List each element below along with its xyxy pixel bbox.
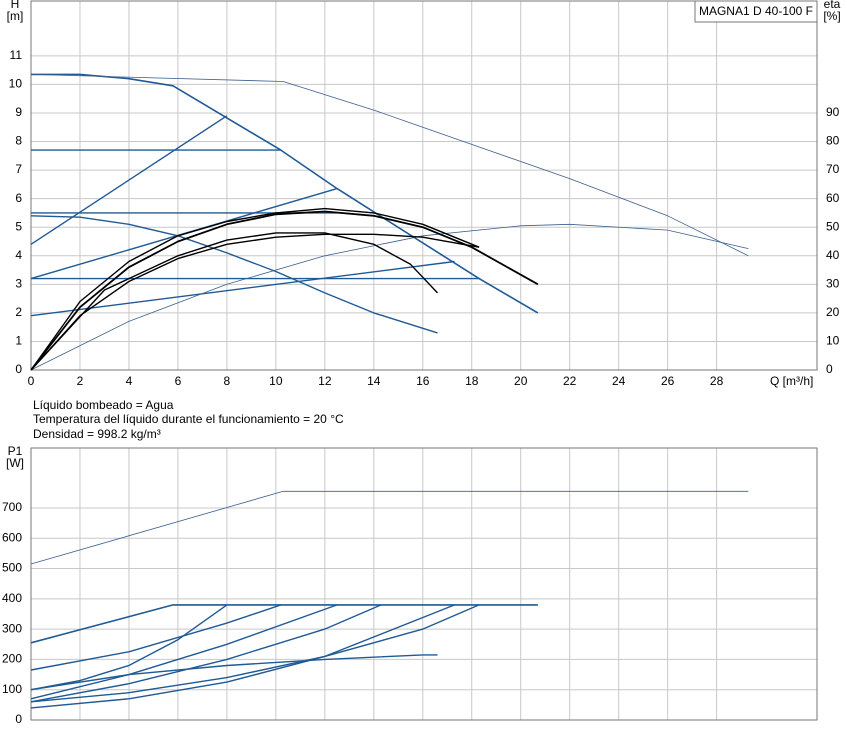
curve [30,604,480,703]
curve [30,223,749,371]
y2-tick-label: 80 [826,134,840,148]
x-tick-label: 2 [77,374,84,388]
y-tick-label: 9 [15,105,22,119]
x-tick-label: 10 [269,374,283,388]
curve [30,260,455,317]
y-axis-label: P1 [8,444,23,458]
plot-frame [30,447,818,721]
y2-tick-label: 70 [826,162,840,176]
note: Temperatura del líquido durante el funci… [33,412,344,426]
y-tick-label: 400 [2,591,22,605]
curve [30,604,382,703]
y-tick-label: 7 [15,162,22,176]
curve [30,604,338,700]
x-tick-label: 8 [224,374,231,388]
curve [30,604,538,644]
y-tick-label: 10 [9,77,23,91]
x-tick-label: 6 [175,374,182,388]
x-tick-label: 14 [367,374,381,388]
y-tick-label: 300 [2,621,22,635]
curve [30,207,480,371]
x-tick-label: 22 [563,374,577,388]
y-tick-label: 600 [2,530,22,544]
curve [30,490,749,565]
y-axis-label: [W] [6,456,24,470]
curve [30,233,480,371]
plot-frame [30,0,818,371]
y-tick-label: 0 [15,362,22,376]
y2-tick-label: 20 [826,305,840,319]
curve [30,215,438,334]
y2-axis-label: eta [824,0,841,11]
y2-tick-label: 90 [826,105,840,119]
curve [31,73,539,314]
y-tick-label: 3 [15,276,22,290]
x-tick-label: 24 [612,374,626,388]
annotation: MAGNA1 D 40-100 F [699,4,813,18]
y-axis-label: [m] [7,9,24,23]
y-tick-label: 2 [15,305,22,319]
curve [30,74,749,257]
note: Líquido bombeado = Agua [33,398,174,412]
x-tick-label: 20 [514,374,528,388]
y-tick-label: 1 [15,334,22,348]
y-tick-label: 500 [2,561,22,575]
y2-tick-label: 40 [826,248,840,262]
x-tick-label: 28 [710,374,724,388]
y-tick-label: 0 [15,712,22,726]
annotation-box [694,0,818,23]
curve [30,115,228,245]
curve [30,604,455,709]
y2-tick-label: 30 [826,276,840,290]
y-tick-label: 100 [2,682,22,696]
y-tick-label: 8 [15,134,22,148]
x-tick-label: 16 [416,374,430,388]
x-tick-label: 0 [28,374,35,388]
x-tick-label: 4 [126,374,133,388]
curve [30,210,539,371]
curve [30,654,438,691]
y2-tick-label: 0 [826,362,833,376]
y-tick-label: 5 [15,219,22,233]
y-tick-label: 6 [15,191,22,205]
curve [30,232,439,371]
y2-tick-label: 60 [826,191,840,205]
y-tick-label: 200 [2,652,22,666]
curve [30,604,282,671]
x-tick-label: 12 [318,374,332,388]
y-axis-label: H [11,0,20,11]
curve [30,604,228,691]
x-tick-label: 26 [661,374,675,388]
y-tick-label: 4 [15,248,22,262]
y-tick-label: 700 [2,500,22,514]
x-axis-label: Q [m³/h] [770,374,813,388]
y2-tick-label: 50 [826,219,840,233]
y-tick-label: 11 [10,48,23,62]
note: Densidad = 998.2 kg/m³ [33,427,161,441]
y2-tick-label: 10 [826,334,840,348]
y2-axis-label: [%] [823,9,840,23]
x-tick-label: 18 [465,374,479,388]
